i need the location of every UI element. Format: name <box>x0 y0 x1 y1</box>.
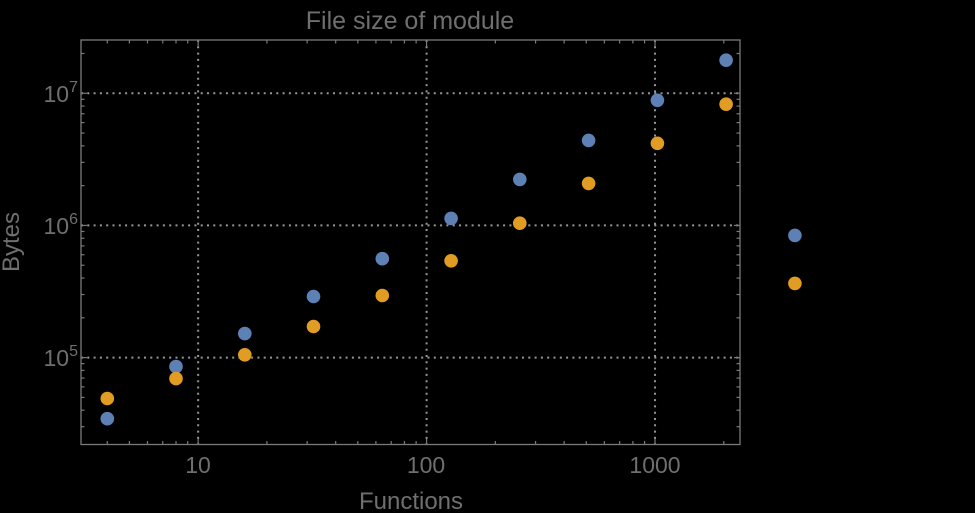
data-point-series-1 <box>375 251 390 266</box>
y-axis-label: Bytes <box>0 212 25 272</box>
gridlines-layer <box>81 40 740 445</box>
plot-frame <box>80 39 741 446</box>
data-point-series-1 <box>306 289 321 304</box>
data-point-series-2 <box>444 253 458 268</box>
data-point-series-1 <box>169 359 183 374</box>
x-tick-label-1000: 1000 <box>629 452 680 478</box>
data-point-series-2 <box>650 136 665 151</box>
x-axis-label: Functions <box>359 488 463 513</box>
y-tick-label-1e7: 107 <box>44 79 79 107</box>
data-point-series-1 <box>100 411 115 426</box>
data-point-series-2 <box>100 391 115 406</box>
data-point-series-1 <box>444 211 458 226</box>
data-point-series-2 <box>788 276 802 291</box>
x-tick-label-100: 100 <box>407 452 445 478</box>
data-point-series-2 <box>169 371 183 386</box>
data-point-series-1 <box>513 172 527 187</box>
data-point-series-2 <box>513 216 527 230</box>
y-tick-label-1e5: 105 <box>44 343 79 371</box>
data-point-series-1 <box>788 228 802 243</box>
data-point-series-1 <box>650 93 665 108</box>
y-tick-label-1e6: 106 <box>44 211 79 239</box>
data-point-series-2 <box>375 288 390 303</box>
data-point-series-1 <box>581 133 596 148</box>
data-point-series-2 <box>238 348 252 362</box>
data-point-series-1 <box>238 326 252 341</box>
x-tick-label-10: 10 <box>185 452 211 478</box>
data-point-series-2 <box>719 97 733 111</box>
data-point-series-2 <box>581 176 596 191</box>
data-point-series-2 <box>306 319 321 334</box>
data-point-series-1 <box>719 53 733 67</box>
data-points-layer <box>100 53 802 426</box>
chart-title: File size of module <box>306 7 514 35</box>
